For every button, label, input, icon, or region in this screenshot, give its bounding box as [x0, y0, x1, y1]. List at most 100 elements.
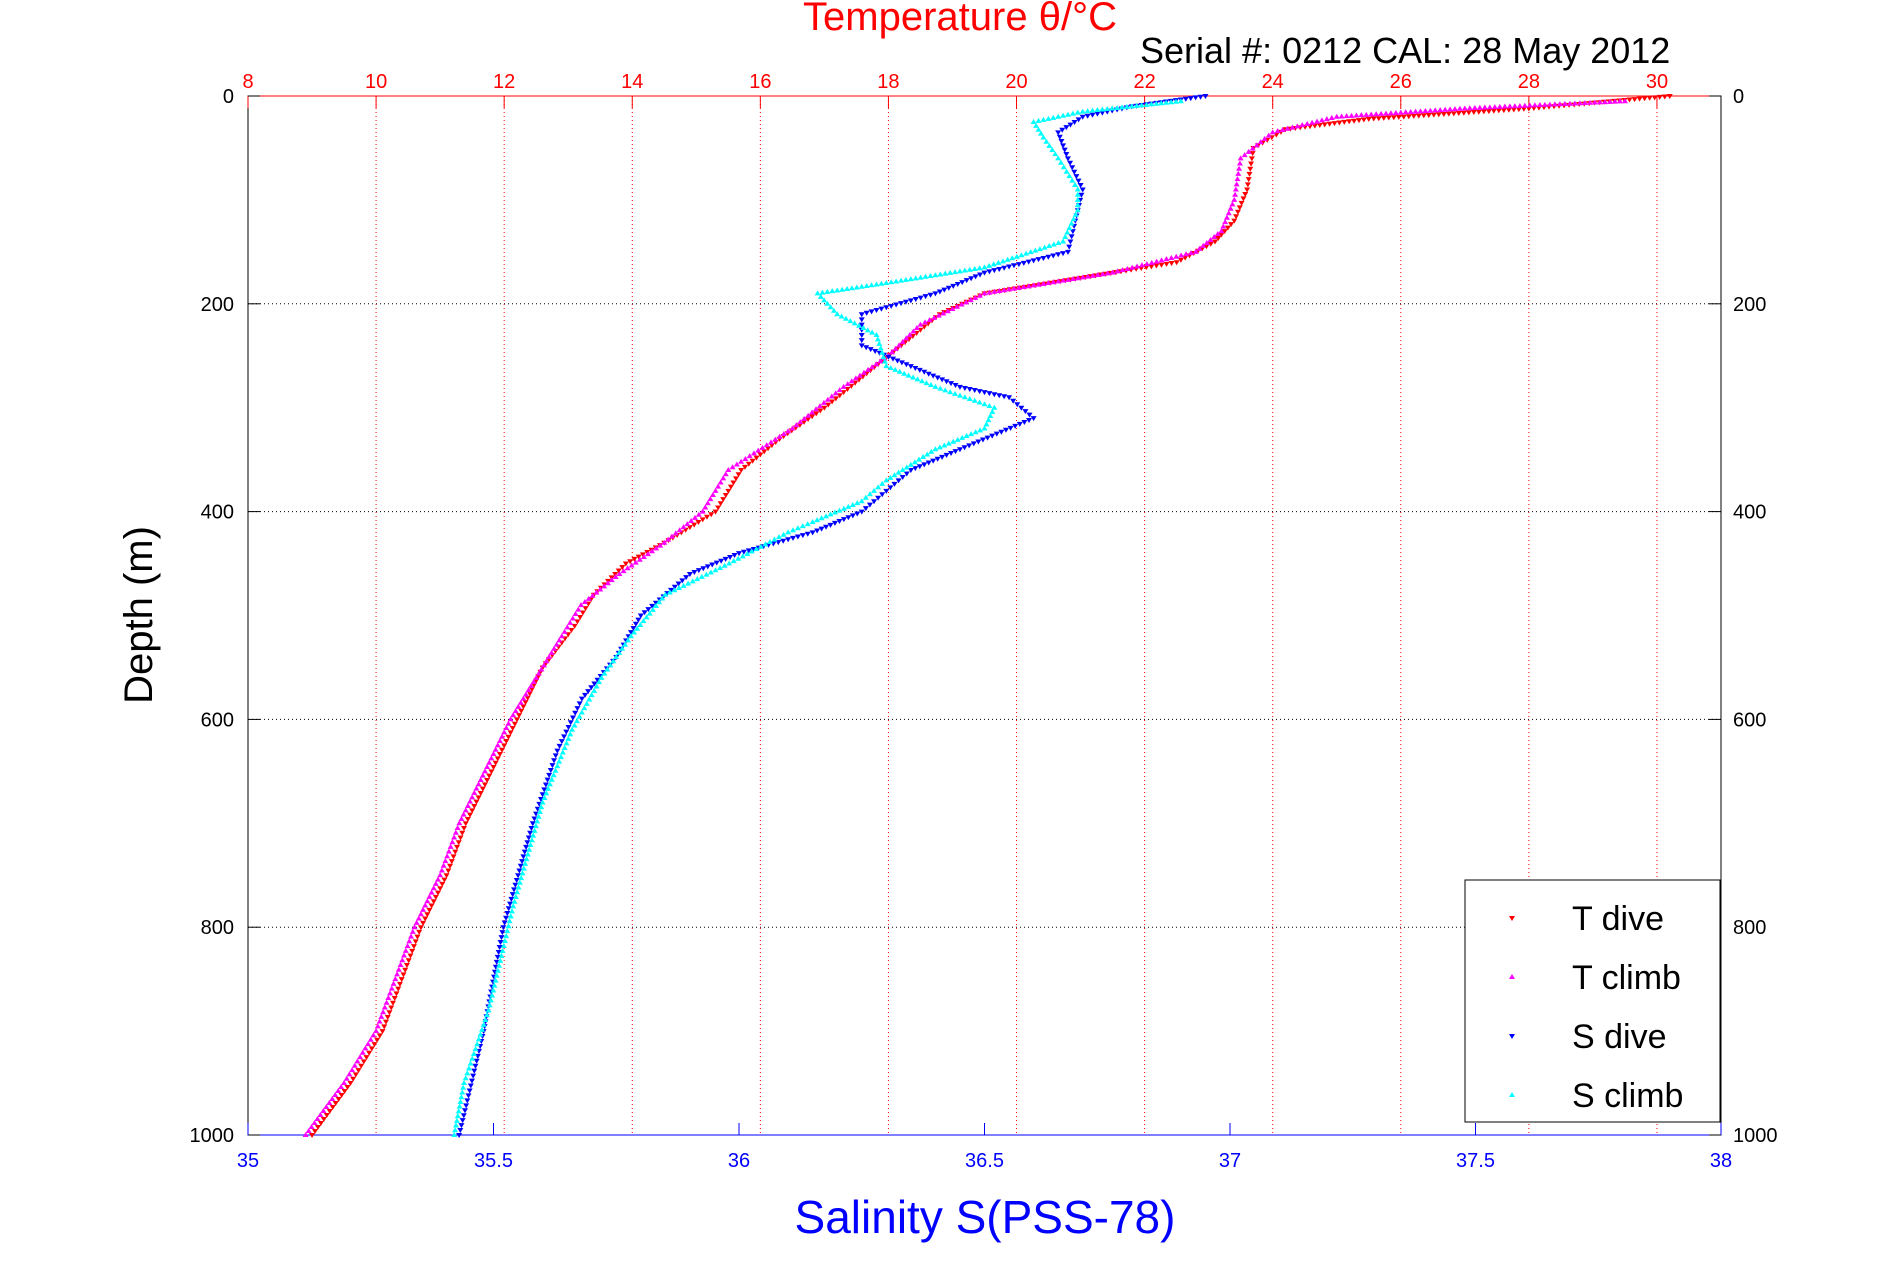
point-t-climb: [558, 633, 565, 639]
point-t-dive: [388, 1005, 395, 1011]
point-t-climb: [420, 906, 427, 912]
point-s-climb: [976, 265, 983, 271]
point-t-dive: [490, 765, 497, 771]
point-t-dive: [395, 986, 402, 992]
y-axis-label-depth: Depth (m): [117, 526, 161, 704]
point-s-climb: [830, 307, 837, 313]
point-t-climb: [1229, 201, 1236, 207]
point-s-dive: [675, 581, 682, 587]
point-s-climb: [527, 842, 534, 848]
point-s-climb: [451, 1132, 458, 1137]
point-t-dive: [622, 561, 629, 567]
point-s-dive: [736, 551, 742, 557]
point-s-climb: [1046, 142, 1053, 148]
point-t-climb: [612, 574, 619, 580]
point-t-dive: [1400, 114, 1407, 120]
point-t-climb: [624, 565, 631, 571]
point-s-dive: [1099, 110, 1106, 116]
point-s-dive: [961, 445, 968, 451]
point-s-dive: [1035, 257, 1042, 263]
point-t-climb: [525, 687, 532, 693]
point-s-dive: [471, 1068, 478, 1074]
point-s-climb: [1004, 256, 1011, 262]
point-s-dive: [804, 531, 811, 537]
point-s-dive: [645, 607, 652, 613]
point-s-climb: [1070, 216, 1077, 222]
point-t-climb: [772, 436, 779, 442]
point-s-climb: [616, 649, 623, 655]
point-s-climb: [730, 558, 737, 564]
point-s-climb: [901, 370, 908, 376]
point-s-dive: [458, 1123, 465, 1129]
point-t-climb: [1011, 285, 1018, 291]
point-s-climb: [950, 438, 957, 444]
point-s-dive: [1006, 264, 1013, 270]
legend-marker-s-dive: [1509, 1034, 1515, 1039]
point-s-dive: [981, 270, 988, 276]
point-s-dive: [1059, 127, 1066, 133]
point-s-climb: [839, 286, 846, 292]
point-t-climb: [1506, 103, 1513, 109]
point-t-dive: [1480, 109, 1487, 115]
point-t-climb: [981, 290, 988, 296]
legend-label-t-dive: T dive: [1572, 900, 1664, 938]
point-s-climb: [851, 320, 858, 326]
point-t-dive: [486, 773, 493, 779]
point-s-climb: [968, 431, 975, 437]
point-s-dive: [691, 570, 698, 576]
point-t-climb: [709, 491, 716, 497]
point-t-dive: [821, 405, 828, 411]
point-t-dive: [1425, 112, 1432, 118]
point-t-climb: [415, 915, 422, 921]
point-s-dive: [727, 554, 734, 560]
point-s-climb: [907, 276, 914, 282]
point-t-dive: [518, 708, 525, 714]
point-s-dive: [863, 345, 870, 351]
point-t-dive: [639, 552, 646, 558]
point-t-dive: [475, 795, 482, 801]
point-s-dive: [722, 556, 729, 562]
point-s-climb: [593, 683, 600, 689]
point-s-climb: [652, 603, 659, 609]
point-s-climb: [552, 767, 559, 773]
point-s-climb: [864, 327, 871, 333]
point-s-climb: [556, 758, 563, 764]
point-s-climb: [893, 278, 900, 284]
point-s-climb: [671, 587, 678, 593]
point-t-climb: [354, 1058, 361, 1064]
point-t-dive: [1248, 161, 1255, 167]
point-t-dive: [376, 1033, 383, 1039]
point-s-dive: [494, 954, 501, 960]
point-s-dive: [948, 381, 955, 387]
point-t-climb: [551, 645, 558, 651]
point-s-climb: [854, 500, 861, 506]
point-s-climb: [469, 1055, 476, 1061]
point-t-dive: [338, 1093, 345, 1099]
point-s-climb: [477, 1031, 484, 1037]
point-s-climb: [983, 421, 990, 427]
point-s-dive: [556, 743, 563, 749]
point-s-dive: [627, 630, 634, 636]
point-t-climb: [456, 820, 463, 826]
point-t-climb: [1581, 100, 1588, 106]
point-s-climb: [489, 992, 496, 998]
point-s-dive: [858, 338, 865, 344]
point-s-dive: [517, 863, 524, 869]
point-s-climb: [640, 618, 647, 624]
point-s-climb: [942, 270, 949, 276]
point-t-climb: [1447, 106, 1454, 112]
point-s-climb: [911, 459, 918, 465]
point-s-climb: [995, 259, 1002, 265]
point-t-climb: [780, 431, 787, 437]
point-t-climb: [1383, 110, 1390, 116]
point-t-climb: [1387, 110, 1394, 116]
point-s-climb: [753, 546, 760, 552]
point-t-climb: [1476, 104, 1483, 110]
point-s-dive: [1067, 239, 1074, 245]
point-t-climb: [1397, 109, 1404, 115]
point-s-climb: [937, 271, 944, 277]
depth-tick-label-left: 200: [201, 294, 234, 316]
point-s-dive: [959, 280, 966, 286]
point-t-climb: [561, 628, 568, 634]
point-s-climb: [947, 389, 954, 395]
